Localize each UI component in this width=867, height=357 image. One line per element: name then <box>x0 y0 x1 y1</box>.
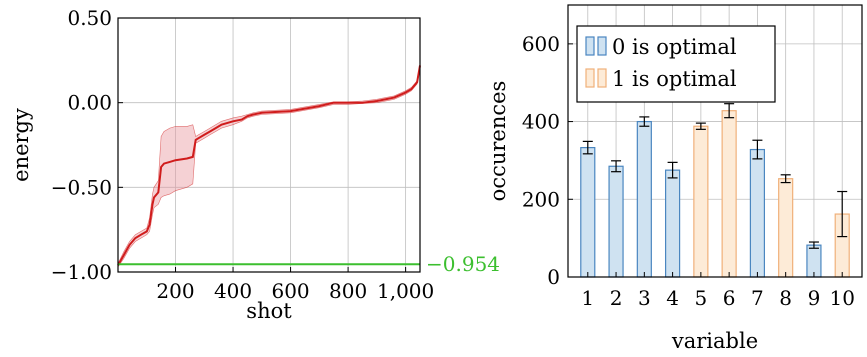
right-xtick-label-4: 5 <box>694 286 707 310</box>
legend-swatch-1 <box>585 68 595 88</box>
legend-label-0: 0 is optimal <box>612 35 737 59</box>
left-xtick-label-2: 600 <box>271 279 309 303</box>
left-plot-frame <box>117 17 421 273</box>
right-y-axis-label: occurences <box>486 81 510 202</box>
bar-8 <box>778 178 794 278</box>
bar-7 <box>749 148 766 278</box>
left-ytick-label-2: 0.00 <box>67 91 112 115</box>
bar-6 <box>721 110 737 278</box>
right-y-ticks: 0 200 400 600 <box>522 32 573 289</box>
occurence-bars <box>580 110 850 278</box>
right-xtick-label-3: 4 <box>666 286 679 310</box>
legend-swatch-0b <box>597 36 607 56</box>
reference-line-group: −0.954 <box>118 252 500 276</box>
legend-entry-0-optimal: 0 is optimal <box>585 35 737 59</box>
bar-4 <box>664 169 681 278</box>
left-y-ticks: −1.00 −0.50 0.00 0.50 <box>51 6 123 284</box>
left-y-axis-label: energy <box>9 108 33 182</box>
left-ytick-label-3: 0.50 <box>67 6 112 30</box>
right-plot-frame <box>567 4 863 278</box>
legend-box <box>576 25 776 103</box>
energy-line <box>117 65 421 266</box>
right-xtick-label-0: 1 <box>581 286 594 310</box>
left-xtick-label-3: 800 <box>329 279 367 303</box>
left-xtick-label-1: 400 <box>214 279 252 303</box>
bar-2 <box>608 165 624 278</box>
right-x-axis-label: variable <box>671 329 758 353</box>
energy-series-line <box>117 65 421 266</box>
bar-5 <box>693 125 709 278</box>
left-x-axis-label: shot <box>246 299 292 323</box>
right-xtick-label-8: 9 <box>808 286 821 310</box>
reference-line-label: −0.954 <box>426 252 500 276</box>
legend-swatch-0 <box>585 36 595 56</box>
error-bars <box>582 103 848 249</box>
right-ytick-label-1: 200 <box>522 187 560 211</box>
right-x-ticks: 1 2 3 4 5 6 7 8 9 10 <box>581 272 855 310</box>
occurences-bar-chart: 1 2 3 4 5 6 7 8 9 10 0 200 400 600 variable occurenc… <box>486 4 863 353</box>
energy-line-chart: −0.954 200 400 600 800 1,000 −1.00 −0.50 0.00 0… <box>9 6 500 323</box>
left-ytick-label-1: −0.50 <box>51 175 112 199</box>
right-xtick-label-2: 3 <box>638 286 651 310</box>
left-xtick-label-4: 1,000 <box>377 279 434 303</box>
legend-swatch-1b <box>597 68 607 88</box>
right-xtick-label-9: 10 <box>829 286 854 310</box>
left-ytick-label-0: −1.00 <box>51 260 112 284</box>
right-xtick-label-5: 6 <box>723 286 736 310</box>
legend-label-1: 1 is optimal <box>612 67 737 91</box>
right-ytick-label-3: 600 <box>522 32 560 56</box>
bar-1 <box>580 147 596 278</box>
right-xtick-label-6: 7 <box>751 286 764 310</box>
right-xtick-label-1: 2 <box>610 286 623 310</box>
right-ytick-label-0: 0 <box>547 265 560 289</box>
legend: 0 is optimal 1 is optimal <box>576 25 776 103</box>
left-x-ticks: 200 400 600 800 1,000 <box>156 267 434 303</box>
left-xtick-label-0: 200 <box>156 279 194 303</box>
right-ytick-label-2: 400 <box>522 110 560 134</box>
bar-3 <box>636 120 652 278</box>
right-xtick-label-7: 8 <box>779 286 792 310</box>
legend-entry-1-optimal: 1 is optimal <box>585 67 737 91</box>
